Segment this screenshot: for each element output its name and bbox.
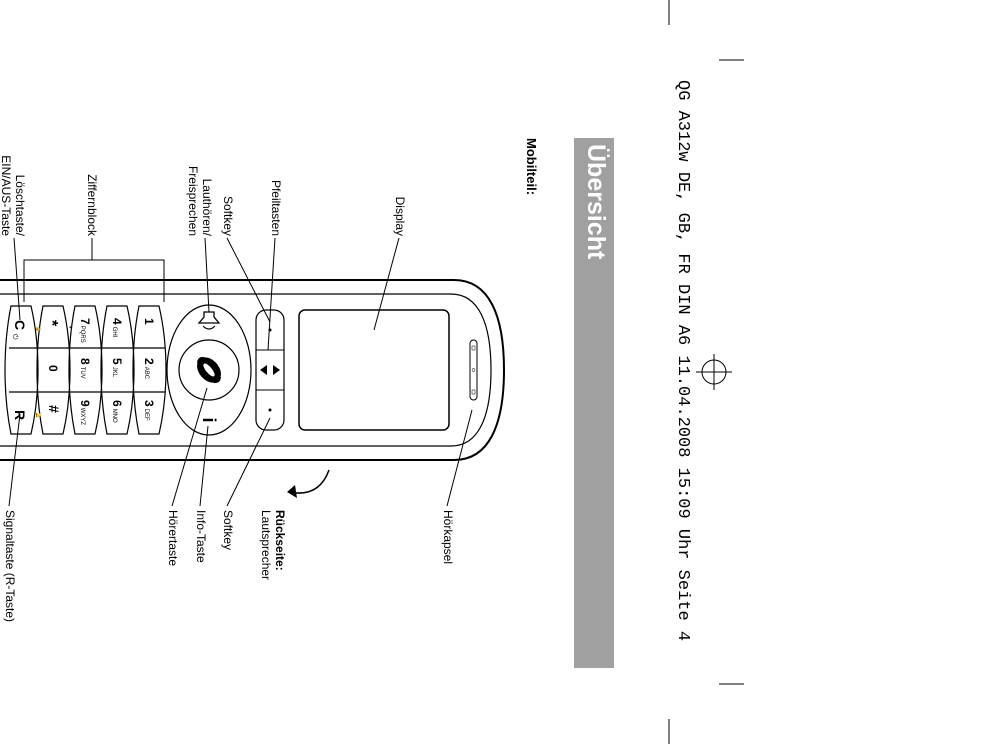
leader-lines bbox=[0, 0, 744, 744]
